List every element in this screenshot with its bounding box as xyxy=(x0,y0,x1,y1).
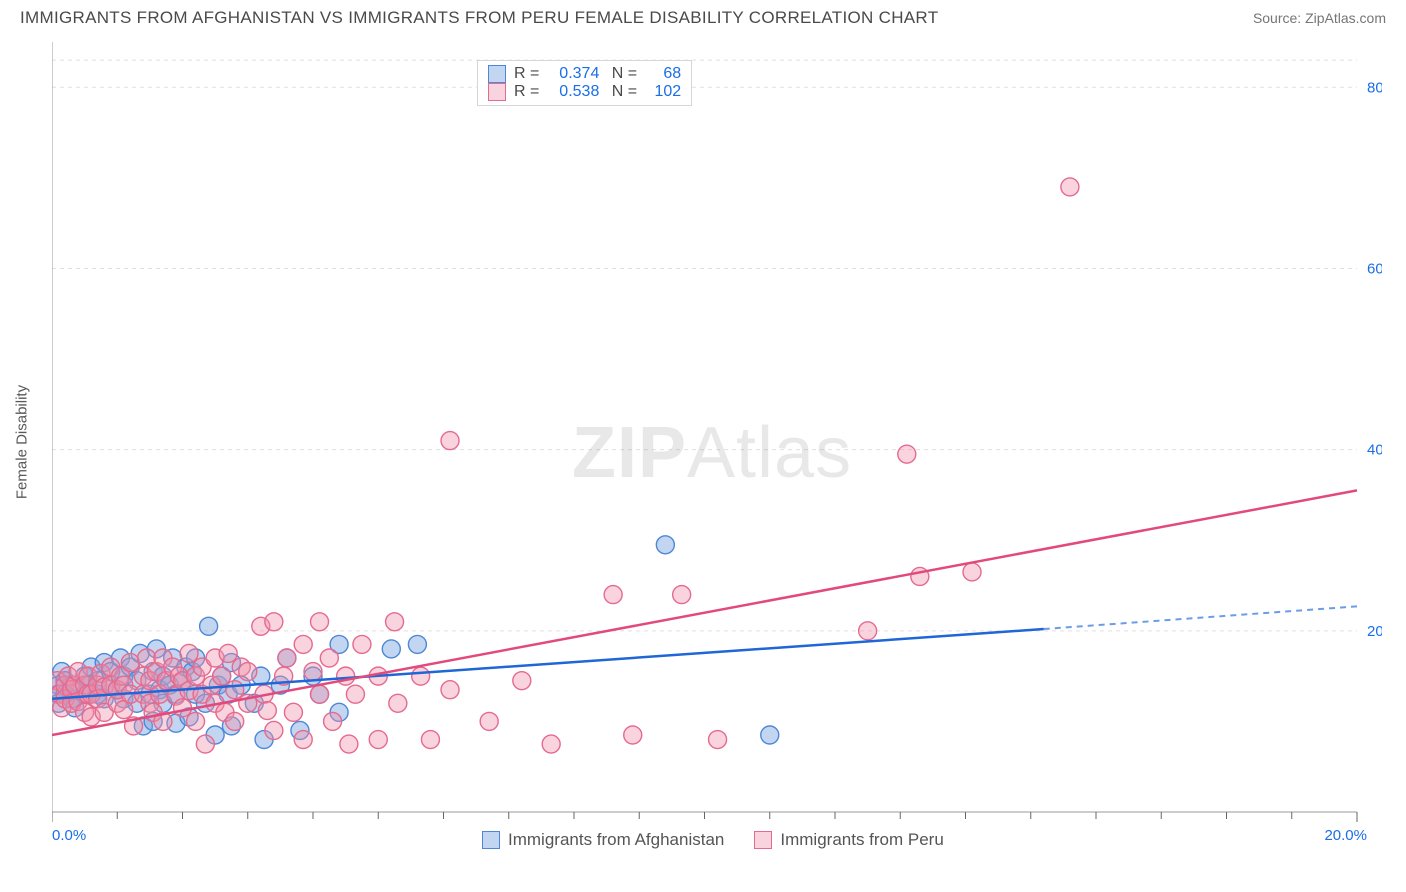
chart-container: Female Disability ZIPAtlas 20.0%40.0%60.… xyxy=(52,42,1382,842)
svg-text:0.0%: 0.0% xyxy=(52,827,86,842)
svg-text:20.0%: 20.0% xyxy=(1367,623,1382,640)
y-axis-title: Female Disability xyxy=(14,385,31,499)
correlation-legend: R =0.374 N =68 R =0.538 N =102 xyxy=(477,60,692,106)
scatter-plot: 20.0% 40.0% 60.0% 80.0% 0.0% 20.0% xyxy=(52,42,1382,842)
series-legend: Immigrants from AfghanistanImmigrants fr… xyxy=(482,830,944,850)
svg-text:40.0%: 40.0% xyxy=(1367,442,1382,459)
source-attribution: Source: ZipAtlas.com xyxy=(1253,10,1386,26)
svg-text:20.0%: 20.0% xyxy=(1324,827,1367,842)
svg-text:60.0%: 60.0% xyxy=(1367,260,1382,277)
svg-text:80.0%: 80.0% xyxy=(1367,79,1382,96)
chart-title: IMMIGRANTS FROM AFGHANISTAN VS IMMIGRANT… xyxy=(20,8,938,28)
